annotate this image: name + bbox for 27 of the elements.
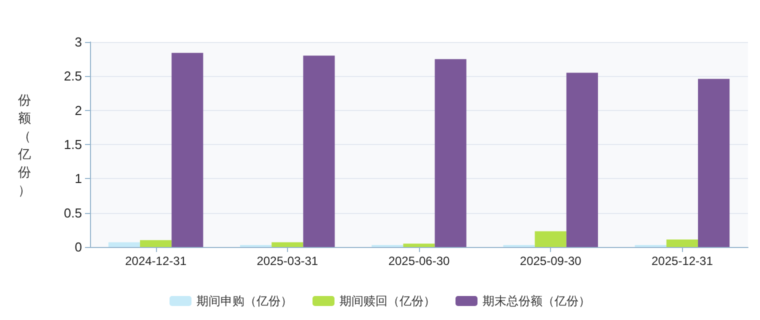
bar	[403, 244, 435, 247]
legend-label: 期末总份额（亿份）	[482, 294, 590, 308]
bar	[666, 239, 698, 247]
x-tick-label: 2025-03-31	[256, 254, 318, 268]
bar	[534, 231, 566, 247]
x-tick-label: 2025-09-30	[520, 254, 582, 268]
y-tick-label: 2	[74, 102, 82, 118]
bar	[272, 242, 304, 247]
y-tick-label: 1.5	[64, 137, 82, 152]
y-tick-label: 2.5	[64, 68, 82, 84]
y-tick-label: 0.5	[64, 205, 82, 220]
bar	[303, 56, 335, 247]
x-tick-label: 2024-12-31	[125, 254, 187, 268]
bar	[108, 242, 140, 247]
bar	[566, 72, 598, 247]
y-tick-label: 1	[74, 171, 82, 186]
bar	[140, 240, 172, 247]
x-tick-label: 2025-06-30	[388, 254, 450, 268]
legend-label: 期间赎回（亿份）	[340, 294, 436, 308]
y-tick-label: 0	[74, 240, 82, 254]
y-axis-title: 份额（亿份）	[17, 94, 31, 198]
legend-label: 期间申购（亿份）	[196, 294, 292, 308]
bar	[698, 78, 730, 247]
x-tick-label: 2025-12-31	[652, 254, 714, 268]
bar	[172, 52, 204, 247]
bar	[434, 59, 466, 247]
y-tick-label: 3	[74, 34, 82, 50]
